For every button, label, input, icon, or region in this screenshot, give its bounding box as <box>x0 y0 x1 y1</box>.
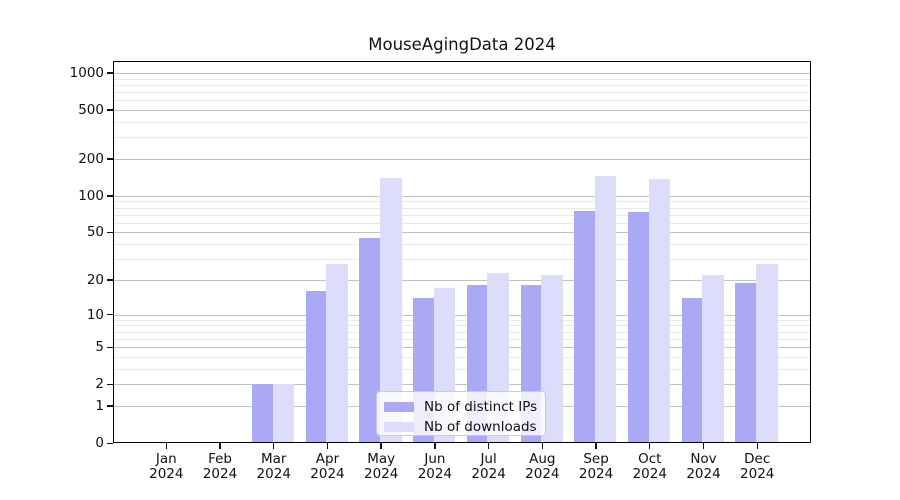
legend-label-downloads: Nb of downloads <box>424 419 537 435</box>
bar-downloads <box>648 179 671 443</box>
x-tick-mark <box>595 443 597 449</box>
y-gridline-minor <box>113 100 811 102</box>
y-gridline-major <box>113 232 811 234</box>
y-gridline-minor <box>113 78 811 80</box>
bar-downloads <box>379 177 402 443</box>
bar-distinct-ips <box>574 211 595 443</box>
plot-area: Nb of distinct IPs Nb of downloads <box>113 61 811 443</box>
x-tick-label: Dec 2024 <box>740 451 775 482</box>
y-tick-label: 200 <box>78 150 104 167</box>
y-tick-mark <box>107 405 113 407</box>
legend: Nb of distinct IPs Nb of downloads <box>376 391 546 436</box>
x-tick-label: Jul 2024 <box>471 451 506 482</box>
legend-item-distinct-ips: Nb of distinct IPs <box>384 397 538 417</box>
x-tick-label: Nov 2024 <box>686 451 721 482</box>
y-tick-label: 50 <box>86 224 104 241</box>
bar-downloads <box>594 176 617 443</box>
y-tick-label: 2 <box>95 376 104 393</box>
bar-distinct-ips <box>627 211 649 443</box>
x-tick-label: Oct 2024 <box>632 451 667 482</box>
y-tick-mark <box>107 158 113 160</box>
y-tick-mark <box>107 109 113 111</box>
y-gridline-major <box>113 158 811 160</box>
y-tick-mark <box>107 195 113 197</box>
y-tick-label: 5 <box>95 339 104 355</box>
y-gridline-minor <box>113 331 811 333</box>
x-tick-mark <box>219 443 221 449</box>
bar-distinct-ips <box>681 297 703 443</box>
chart-title: MouseAgingData 2024 <box>368 35 556 54</box>
y-gridline-major <box>113 109 811 111</box>
x-tick-mark <box>756 443 758 449</box>
y-gridline-minor <box>113 356 811 358</box>
legend-swatch-distinct-ips <box>384 402 414 412</box>
x-tick-label: Sep 2024 <box>578 451 614 482</box>
x-tick-label: Aug 2024 <box>525 451 560 482</box>
legend-item-downloads: Nb of downloads <box>384 417 537 437</box>
x-tick-mark <box>702 443 705 449</box>
y-gridline-minor <box>113 338 811 340</box>
y-gridline-major <box>113 279 811 281</box>
x-tick-mark <box>326 443 329 449</box>
y-tick-mark <box>107 231 113 234</box>
y-gridline-major <box>113 347 811 348</box>
x-tick-mark <box>649 443 651 449</box>
y-tick-mark <box>107 314 113 316</box>
y-gridline-minor <box>113 319 811 321</box>
bar-distinct-ips <box>735 282 756 443</box>
bar-downloads <box>541 275 563 443</box>
y-gridline-major <box>113 195 811 197</box>
y-tick-mark <box>107 279 113 281</box>
y-gridline-major <box>113 384 811 386</box>
y-tick-label: 500 <box>78 101 104 118</box>
y-gridline-minor <box>113 201 811 203</box>
bar-distinct-ips <box>359 237 380 443</box>
y-tick-label: 0 <box>95 435 104 451</box>
x-tick-mark <box>380 443 382 449</box>
x-tick-label: Apr 2024 <box>310 451 345 482</box>
bar-distinct-ips <box>251 384 273 443</box>
y-tick-label: 1 <box>95 397 104 414</box>
x-tick-label: Mar 2024 <box>256 451 291 482</box>
x-tick-label: Jun 2024 <box>417 451 453 482</box>
x-tick-label: Feb 2024 <box>202 451 238 482</box>
bar-distinct-ips <box>305 291 327 443</box>
x-tick-label: May 2024 <box>363 451 399 482</box>
y-tick-mark <box>107 72 113 74</box>
bar-downloads <box>326 264 348 443</box>
y-tick-label: 20 <box>86 271 104 288</box>
y-gridline-minor <box>113 91 811 93</box>
y-tick-label: 10 <box>86 306 104 323</box>
x-tick-mark <box>487 443 490 449</box>
x-tick-label: Jan 2024 <box>149 451 184 482</box>
bar-downloads <box>702 275 724 443</box>
x-tick-mark <box>541 443 544 449</box>
legend-label-distinct-ips: Nb of distinct IPs <box>424 399 538 415</box>
legend-swatch-downloads <box>384 422 414 432</box>
y-tick-label: 100 <box>78 187 104 204</box>
y-gridline-minor <box>113 325 811 327</box>
y-gridline-minor <box>113 368 811 370</box>
y-gridline-minor <box>113 244 811 246</box>
y-gridline-minor <box>113 214 811 216</box>
bar-downloads <box>756 264 778 443</box>
y-gridline-major <box>113 314 811 316</box>
y-gridline-minor <box>113 84 811 86</box>
y-gridline-minor <box>113 137 811 139</box>
x-tick-mark <box>273 443 275 449</box>
y-gridline-major <box>113 72 811 74</box>
x-tick-mark <box>434 443 436 449</box>
y-gridline-minor <box>113 207 811 209</box>
y-gridline-minor <box>113 121 811 123</box>
y-gridline-minor <box>113 259 811 261</box>
y-gridline-minor <box>113 222 811 224</box>
y-tick-mark <box>107 442 113 444</box>
y-tick-mark <box>107 383 113 386</box>
y-tick-label: 1000 <box>69 64 104 81</box>
x-tick-mark <box>165 443 167 449</box>
bar-downloads <box>272 384 295 443</box>
y-tick-mark <box>107 346 113 348</box>
